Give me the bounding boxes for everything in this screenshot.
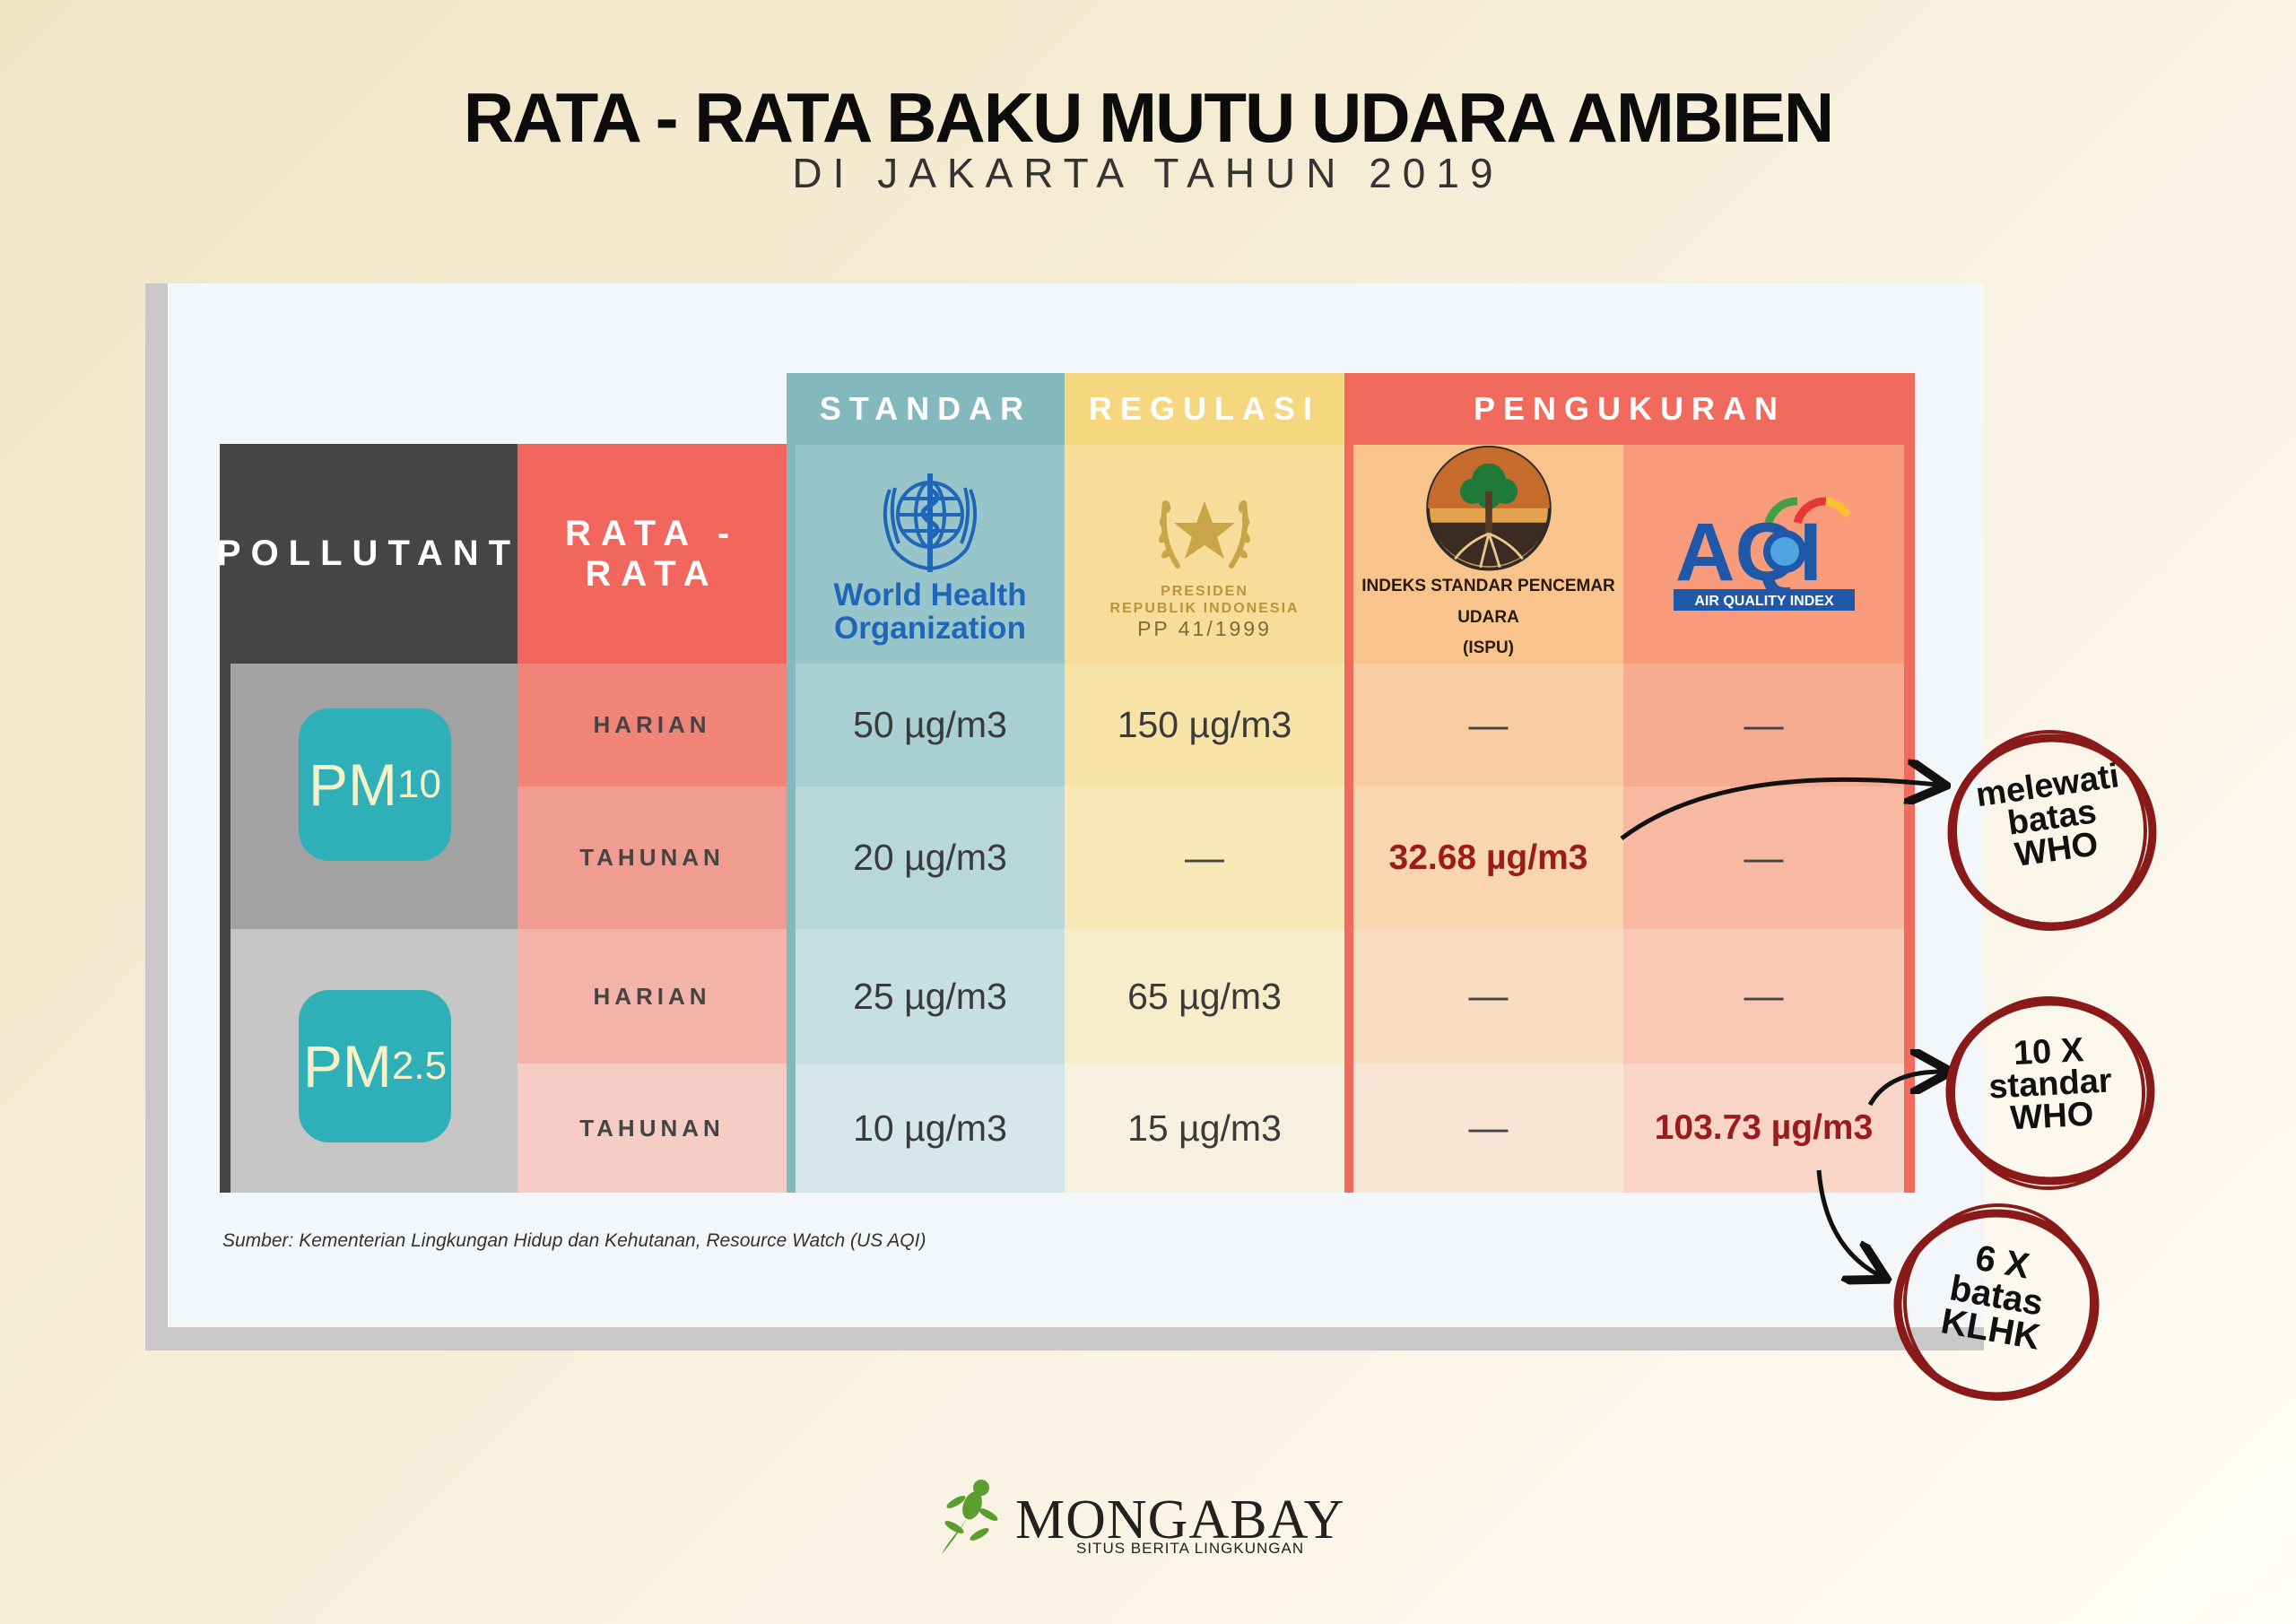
row-pm10-harian-period: HARIAN [517, 664, 787, 786]
cell-ispu-pm25-tahunan: — [1353, 1064, 1623, 1193]
pm10-badge: PM 10 [299, 708, 451, 861]
gecko-logo-icon [942, 1480, 998, 1554]
header-regulasi: REGULASI [1065, 373, 1344, 445]
row-pm25-harian-period: HARIAN [517, 929, 787, 1064]
page-subtitle: DI JAKARTA TAHUN 2019 [792, 150, 1504, 196]
who-logo-cell: World Health Organization [796, 445, 1065, 664]
note-circle-1 [1947, 734, 2157, 931]
value-who: 50 µg/m3 [853, 704, 1007, 745]
source-note: Sumber: Kementerian Lingkungan Hidup dan… [222, 1230, 926, 1251]
header-average-label: RATA - RATA [564, 513, 740, 594]
cell-who-pm10-tahunan: 20 µg/m3 [796, 786, 1065, 929]
header-pollutant-label: POLLUTANT [216, 534, 521, 573]
value-ispu: — [1468, 1106, 1509, 1150]
value-ispu-highlight: 32.68 µg/m3 [1388, 838, 1588, 877]
who-emblem-icon [883, 473, 978, 573]
arrow-to-note-2 [1867, 1072, 1942, 1107]
pm25-main: PM [302, 1033, 392, 1099]
garuda-star-emblem-icon [1159, 500, 1250, 569]
arrow-to-note-3 [1816, 1169, 1879, 1275]
value-aqi: — [1744, 835, 1784, 880]
pengukuran-border-left [1344, 445, 1353, 1193]
header-pengukuran: PENGUKURAN [1344, 373, 1915, 445]
cell-ispu-pm10-tahunan: 32.68 µg/m3 [1353, 786, 1623, 929]
row-pm10-tahunan-period: TAHUNAN [517, 786, 787, 929]
arrow-to-note-1 [1620, 779, 1937, 840]
presiden-logo-cell: PRESIDEN REPUBLIK INDONESIA PP 41/1999 [1065, 445, 1344, 664]
ispu-text-line1: INDEKS STANDAR PENCEMAR UDARA [1361, 577, 1615, 627]
value-ispu: — [1468, 702, 1509, 747]
cell-pp-pm10-tahunan: — [1065, 786, 1344, 929]
cell-ispu-pm25-harian: — [1353, 929, 1623, 1064]
header-pengukuran-label: PENGUKURAN [1473, 390, 1786, 427]
who-name-line1: World Health [833, 578, 1027, 613]
pm10-main: PM [309, 751, 398, 818]
value-aqi: — [1744, 974, 1784, 1018]
value-ispu: — [1468, 974, 1509, 1018]
cell-pp-pm25-tahunan: 15 µg/m3 [1065, 1064, 1344, 1193]
value-pp: — [1185, 835, 1224, 880]
cell-aqi-pm10-harian: — [1623, 664, 1904, 786]
ispu-text-line2: (ISPU) [1463, 638, 1514, 657]
value-who: 25 µg/m3 [853, 975, 1007, 1017]
value-pp: 15 µg/m3 [1127, 1107, 1282, 1149]
period-label: HARIAN [593, 711, 711, 738]
aqi-full-name: AIR QUALITY INDEX [1694, 594, 1834, 609]
regulation-name: PP 41/1999 [1137, 616, 1272, 640]
note-circle-3 [1893, 1209, 2100, 1401]
header-standar: STANDAR [787, 373, 1065, 445]
value-aqi-highlight: 103.73 µg/m3 [1654, 1108, 1874, 1147]
value-aqi: — [1744, 702, 1784, 747]
brand-name: MONGABAY [1015, 1489, 1345, 1550]
ispu-logo-cell: INDEKS STANDAR PENCEMAR UDARA (ISPU) [1353, 445, 1623, 664]
pollutant-border [220, 664, 230, 1193]
cell-pp-pm25-harian: 65 µg/m3 [1065, 929, 1344, 1064]
cell-who-pm25-harian: 25 µg/m3 [796, 929, 1065, 1064]
header-average: RATA - RATA [517, 444, 787, 664]
pm10-sub: 10 [397, 762, 441, 806]
cell-who-pm25-tahunan: 10 µg/m3 [796, 1064, 1065, 1193]
period-label: HARIAN [593, 982, 711, 1010]
note-circle-2 [1945, 997, 2155, 1185]
note-2: 10 X standar WHO [1958, 1031, 2142, 1138]
header-regulasi-label: REGULASI [1088, 390, 1320, 427]
row-pm25-tahunan-period: TAHUNAN [517, 1064, 787, 1193]
note-circle-3b [1903, 1203, 2093, 1401]
pm25-badge: PM 2.5 [299, 990, 451, 1142]
cell-aqi-pm25-harian: — [1623, 929, 1904, 1064]
ispu-tree-emblem-icon [1425, 445, 1552, 571]
value-pp: 150 µg/m3 [1117, 704, 1292, 745]
standar-border [787, 445, 796, 1193]
value-who: 10 µg/m3 [853, 1107, 1007, 1149]
page-title: RATA - RATA BAKU MUTU UDARA AMBIEN [463, 78, 1834, 157]
aqi-logo-cell: AQI AIR QUALITY INDEX [1623, 445, 1904, 664]
cell-ispu-pm10-harian: — [1353, 664, 1623, 786]
period-label: TAHUNAN [579, 844, 725, 871]
cell-who-pm10-harian: 50 µg/m3 [796, 664, 1065, 786]
pengukuran-border-right [1904, 445, 1915, 1193]
header-pollutant: POLLUTANT [216, 444, 521, 664]
value-who: 20 µg/m3 [853, 837, 1007, 878]
pm25-sub: 2.5 [391, 1044, 448, 1088]
value-pp: 65 µg/m3 [1127, 975, 1282, 1017]
cell-pp-pm10-harian: 150 µg/m3 [1065, 664, 1344, 786]
note-circle-1b [1953, 730, 2147, 931]
brand-tagline: SITUS BERITA LINGKUNGAN [1076, 1540, 1305, 1557]
presiden-text-line2: REPUBLIK INDONESIA [1109, 600, 1300, 616]
period-label: TAHUNAN [579, 1114, 725, 1142]
header-standar-label: STANDAR [819, 390, 1032, 427]
cell-aqi-pm25-tahunan: 103.73 µg/m3 [1623, 1064, 1904, 1193]
presiden-text-line1: PRESIDEN [1161, 584, 1248, 600]
note-circle-2b [1952, 996, 2145, 1190]
aqi-logo-icon: AQI AIR QUALITY INDEX [1673, 497, 1855, 611]
who-name-line2: Organization [834, 611, 1026, 646]
